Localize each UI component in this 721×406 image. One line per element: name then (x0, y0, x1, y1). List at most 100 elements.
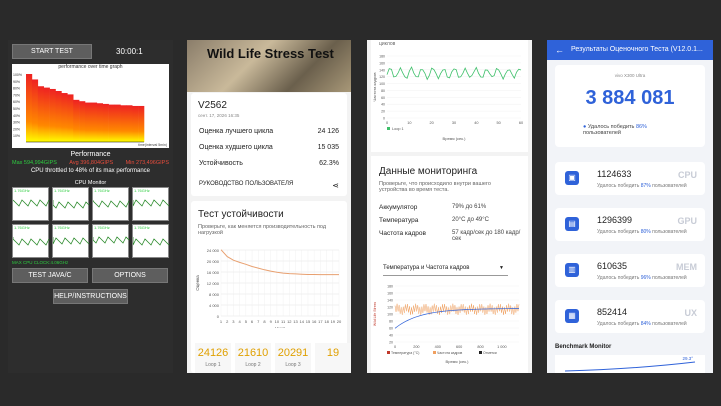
y-tick: 20 (389, 341, 393, 345)
stability-value: 62.3% (319, 160, 339, 167)
x-tick: 50 (497, 121, 501, 125)
y-tick: 40 (381, 103, 385, 107)
x-tick: 0 (386, 121, 388, 125)
total-score: 3 884 081 (585, 87, 675, 109)
metric-card-cpu[interactable]: ▣ 1124633 Удалось победить 87% пользовател… (555, 162, 705, 195)
start-test-button[interactable]: START TEST (12, 44, 92, 59)
core-line (133, 199, 170, 207)
y-tick: 80 (389, 320, 393, 324)
y-tick: 80 (381, 89, 385, 93)
metric-card-mem[interactable]: ▥ 610635 Удалось победить 96% пользователе… (555, 254, 705, 287)
core-line (133, 237, 170, 246)
y-tick: 160 (379, 61, 385, 65)
x-tick: 3 (232, 319, 235, 324)
temp-readout: 29.3° (682, 356, 693, 361)
y-tick: 40 (389, 334, 393, 338)
loop-score: 24126 (197, 347, 229, 359)
loop-score: 21610 (237, 347, 269, 359)
test-title: Wild Life Stress Test (207, 46, 334, 61)
core-freq: 1.76GHz (134, 188, 150, 193)
x-tick: 6 (251, 319, 254, 324)
monitor-value: 20°C до 49°C (452, 217, 489, 223)
x-tick: 30 (452, 121, 456, 125)
perf-bar (79, 101, 86, 142)
monitor-value: 57 кадр/сек до 180 кадр/сек (452, 230, 521, 242)
worst-label: Оценка худшего цикла (199, 144, 273, 151)
y-tick: 30% (13, 121, 20, 125)
test-java-button[interactable]: TEST JAVA/C (12, 268, 88, 283)
options-button[interactable]: OPTIONS (92, 268, 168, 283)
y-tick: 50% (13, 107, 20, 111)
loop-scores: 24126 Loop 1 21610 Loop 2 20291 Loop 3 19 (195, 343, 351, 373)
y-tick: 40% (13, 114, 20, 118)
user-guide-link[interactable]: РУКОВОДСТВО ПОЛЬЗОВАТЕЛЯ (199, 181, 294, 187)
core-freq: 1.76GHz (94, 225, 110, 230)
metric-label: UX (684, 308, 697, 318)
y-tick: 160 (387, 292, 393, 296)
cpu-core-graph: 1.76GHz (132, 187, 170, 221)
monitor-key: Частота кадров (379, 230, 426, 237)
share-icon[interactable]: ⋖ (332, 181, 339, 190)
loop-score-card: 19 (315, 343, 351, 373)
best-value: 24 126 (317, 128, 339, 135)
x-tick: 20 (337, 319, 342, 324)
y-axis-label: Оценка (195, 275, 200, 291)
x-tick: 19 (331, 319, 336, 324)
x-tick: 1 000 (497, 345, 507, 349)
monitoring-panel: циклов 180 160 140 120 100 80 60 40 20 0 0 10 20 30 40… (367, 40, 532, 373)
x-axis-label: Время (сек.) (443, 136, 467, 141)
cpu-core-graph: 1.76GHz (92, 187, 130, 221)
y-axis-label: Частота кадров (372, 73, 377, 102)
x-tick: 16 (312, 319, 317, 324)
legend-swatch (387, 351, 390, 354)
y-tick: 0 (383, 117, 385, 121)
y-tick: 120 (379, 75, 385, 79)
y-tick: 180 (379, 55, 385, 59)
y-tick: 60% (13, 100, 20, 104)
perf-bar (85, 102, 92, 142)
monitor-title: Данные мониторинга (379, 166, 478, 177)
metric-beat: Удалось победить 87% пользователей (597, 183, 687, 189)
metric-card-gpu[interactable]: ▤ 1296399 Удалось победить 80% пользовател… (555, 208, 705, 241)
help-button[interactable]: HELP/INSTRUCTIONS (53, 289, 128, 304)
results-header: ← Результаты Оценочного Теста (V12.0.1..… (547, 40, 713, 60)
metric-card-ux[interactable]: ▦ 852414 Удалось победить 84% пользователе… (555, 300, 705, 333)
cpu-throttle-panel: START TEST 30:00:1 performance over time… (8, 40, 173, 373)
perf-bar (61, 93, 68, 142)
cpu-core-graph: 1.76GHz (52, 187, 90, 221)
hero-image (187, 40, 351, 92)
core-line (53, 237, 90, 245)
graph-title: performance over time graph (58, 64, 123, 70)
metric-label: MEM (676, 262, 697, 272)
legend-swatch (479, 351, 482, 354)
header-title: Результаты Оценочного Теста (V12.0.1... (571, 46, 703, 53)
temp-line (394, 308, 520, 329)
fps-line (394, 303, 520, 315)
mem-icon: ▥ (565, 263, 579, 277)
monitor-row: Частота кадров 57 кадр/сек до 180 кадр/се… (379, 230, 524, 242)
perf-bar (37, 86, 44, 142)
perf-bar (126, 105, 133, 142)
back-arrow-icon[interactable]: ← (555, 45, 564, 55)
avg-stat: Avg 396,804GIPS (69, 160, 114, 166)
monitor-value: 79% до 61% (452, 204, 487, 210)
metric-select[interactable]: Температура и Частота кадров ▼ (383, 262, 508, 276)
x-tick: 0 (394, 345, 396, 349)
metric-value: 1296399 (597, 215, 633, 225)
core-freq: 1.76GHz (134, 225, 150, 230)
y-tick: 180 (387, 285, 393, 289)
core-freq: 1.76GHz (94, 188, 110, 193)
ux-icon: ▦ (565, 309, 579, 323)
legend-label: Отметки (483, 351, 497, 355)
y-tick: 20 000 (207, 259, 220, 264)
y-tick: 12 000 (207, 281, 220, 286)
y-axis-label: Wild Life Stress (373, 302, 377, 327)
perf-bar (26, 74, 33, 142)
cpu-core-graph: 1.76GHz (92, 224, 130, 258)
device-model: vivo X300 Ultra (614, 73, 646, 78)
y-tick: 80% (13, 87, 20, 91)
x-tick: 5 (245, 319, 248, 324)
y-tick: 100% (13, 73, 22, 77)
y-tick: 140 (387, 299, 393, 303)
x-tick: 1 (220, 319, 223, 324)
